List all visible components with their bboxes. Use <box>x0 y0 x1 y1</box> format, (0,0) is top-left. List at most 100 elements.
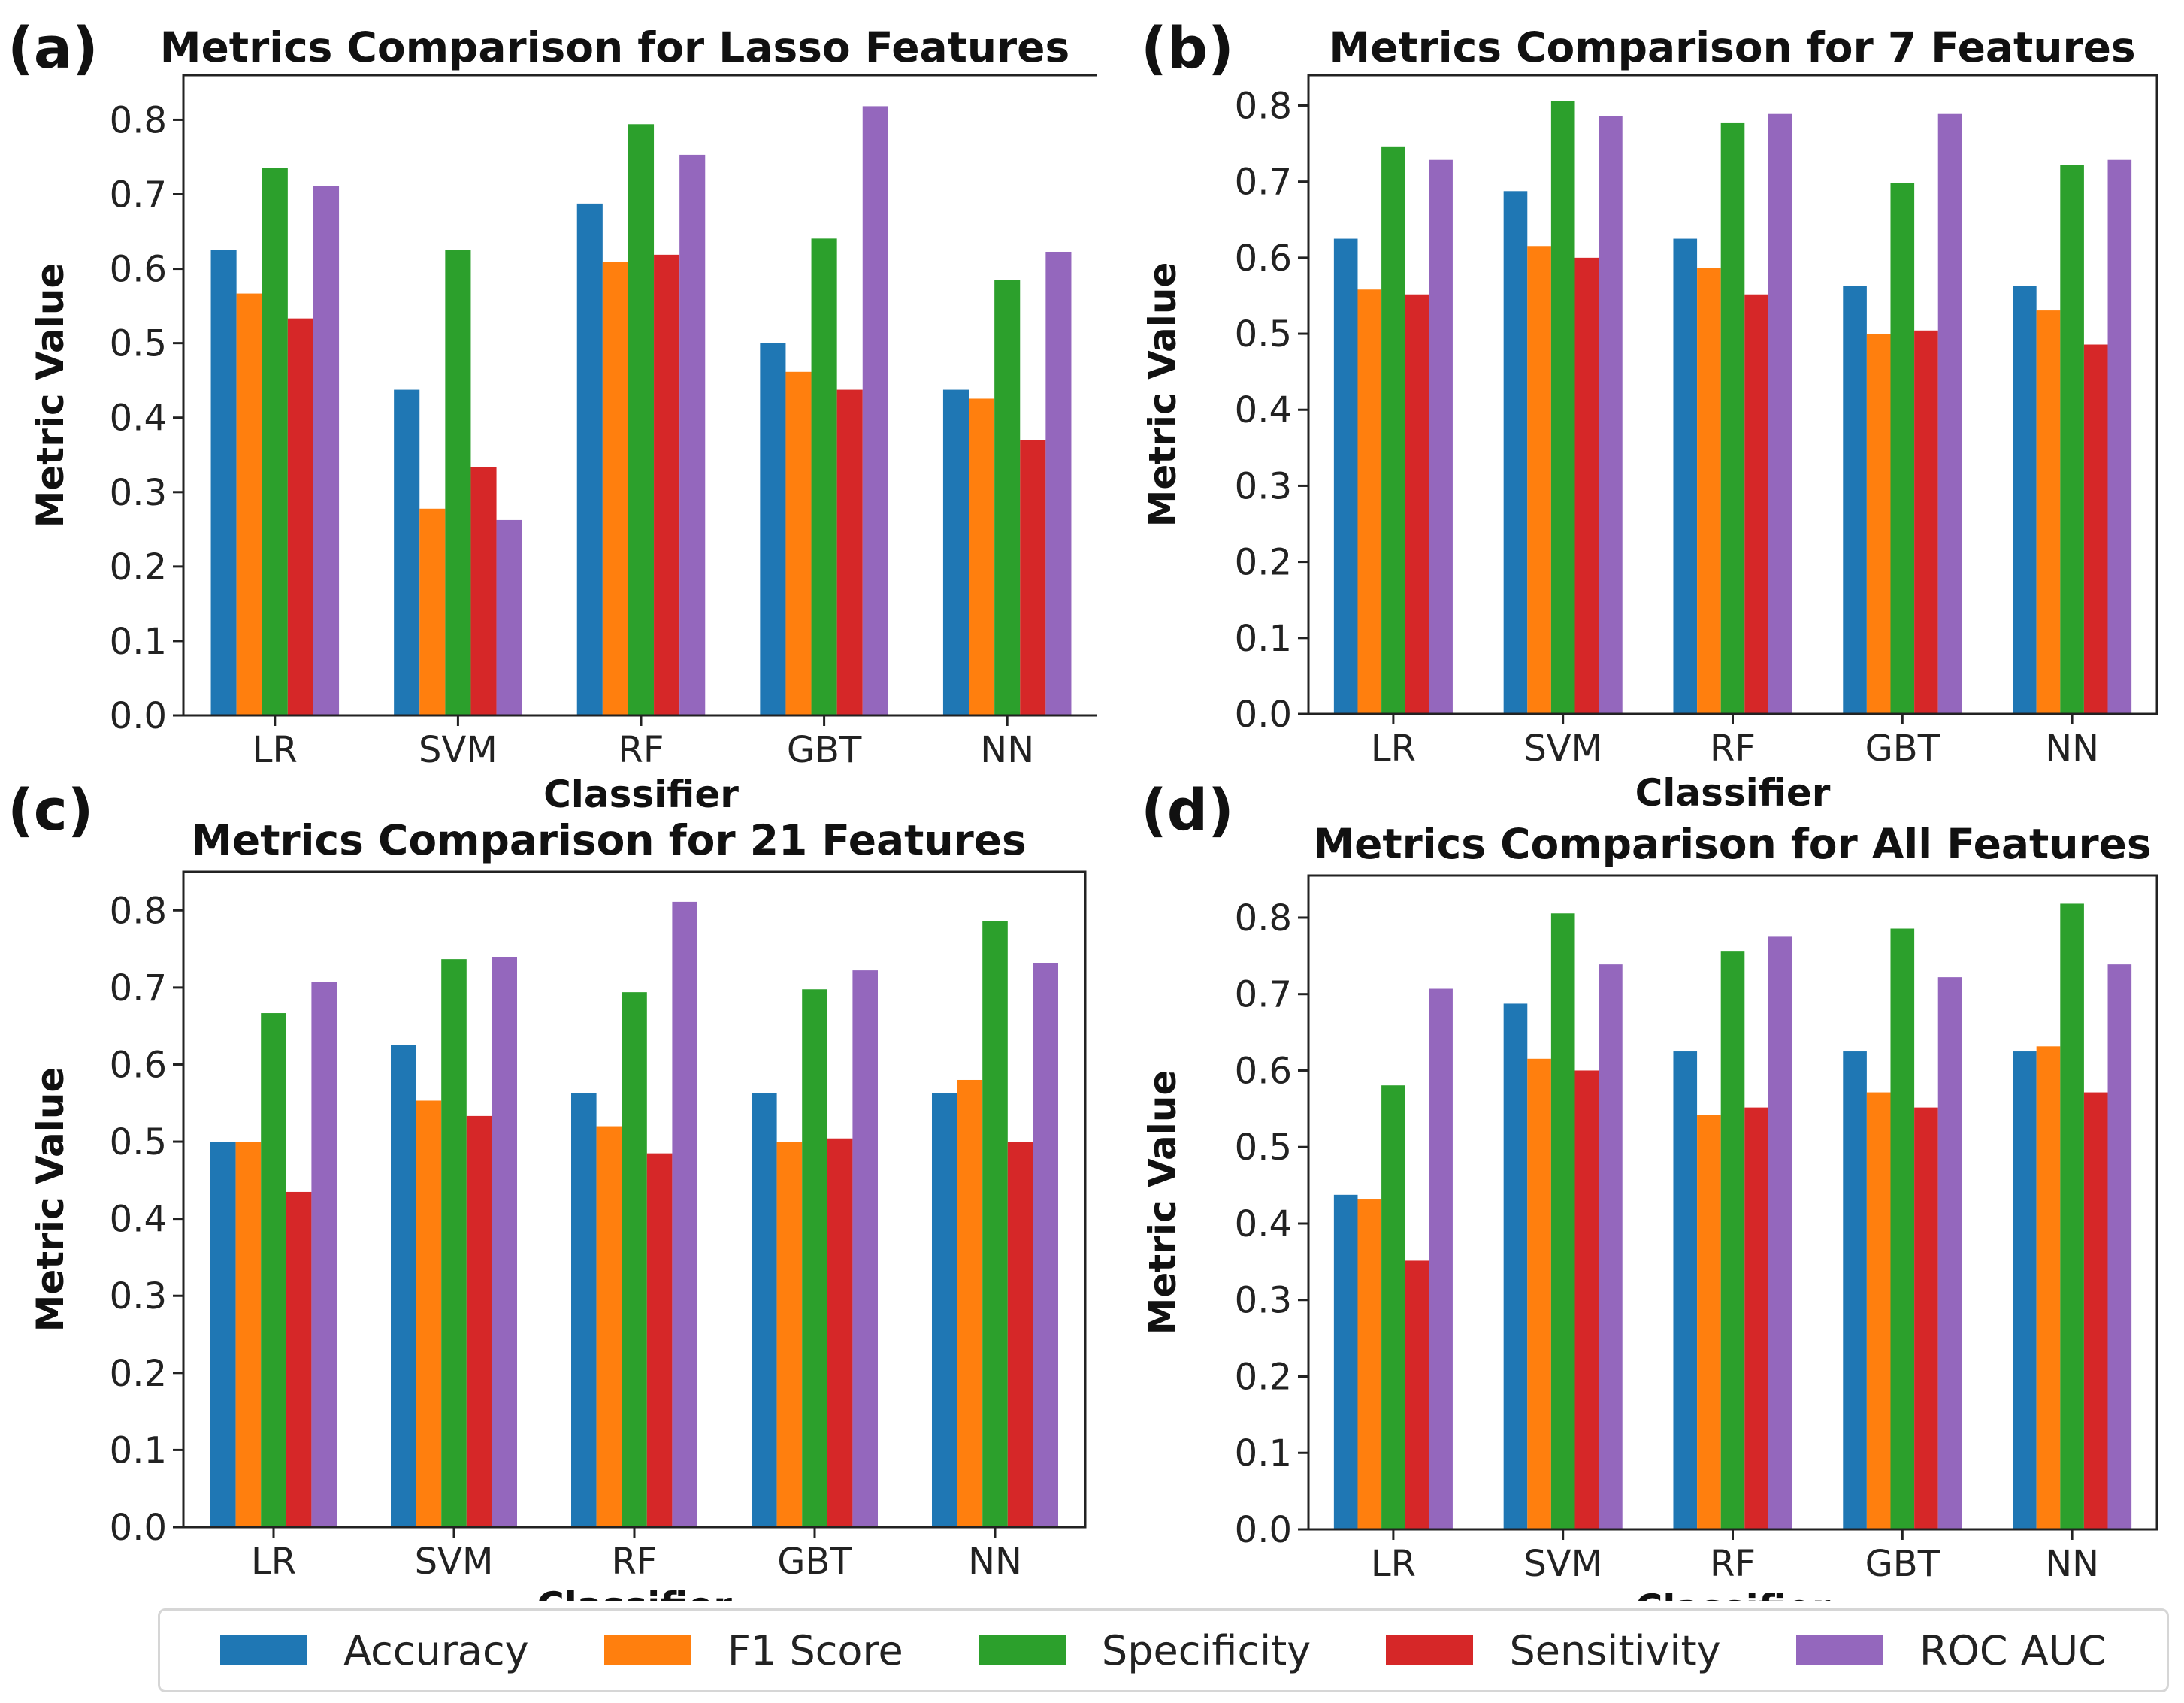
chart-title: Metrics Comparison for All Features <box>1313 820 2151 868</box>
y-axis-label: Metric Value <box>1141 262 1184 528</box>
y-tick-label: 0.5 <box>1235 1127 1292 1169</box>
panel-label-c: (c) <box>8 776 94 843</box>
bar-roc-auc <box>1937 113 1962 715</box>
bar-f1-score <box>236 293 262 715</box>
bar-roc-auc <box>1599 964 1623 1529</box>
x-tick-label: NN <box>2045 1543 2099 1585</box>
bar-f1-score <box>1697 1115 1721 1529</box>
bar-roc-auc <box>2107 159 2132 714</box>
bar-f1-score <box>957 1079 983 1527</box>
bar-sensitivity <box>827 1138 853 1527</box>
bar-accuracy <box>1673 1051 1698 1529</box>
y-tick-label: 0.8 <box>1235 85 1292 127</box>
bar-accuracy <box>1333 238 1358 714</box>
y-tick-label: 0.8 <box>1235 897 1292 939</box>
y-tick-label: 0.5 <box>1235 313 1292 355</box>
bar-f1-score <box>1697 268 1721 714</box>
bar-roc-auc <box>1599 116 1623 715</box>
x-tick-label: NN <box>980 729 1034 771</box>
bar-accuracy <box>1843 1051 1867 1529</box>
bar-specificity <box>1890 928 1915 1529</box>
bar-specificity <box>261 1013 286 1527</box>
x-tick-label: LR <box>1371 727 1416 770</box>
bar-roc-auc <box>852 970 878 1527</box>
bar-accuracy <box>752 1093 777 1527</box>
bar-f1-score <box>602 262 628 716</box>
bar-accuracy <box>391 1045 416 1527</box>
bar-accuracy <box>394 389 420 715</box>
bar-roc-auc <box>1033 963 1058 1527</box>
x-tick-label: SVM <box>415 1541 494 1583</box>
bar-f1-score <box>419 508 446 715</box>
bar-specificity <box>994 280 1021 716</box>
x-tick-label: RF <box>612 1541 658 1583</box>
y-tick-label: 0.7 <box>110 967 167 1009</box>
bar-f1-score <box>969 398 995 715</box>
bar-accuracy <box>571 1093 597 1527</box>
y-tick-label: 0.2 <box>110 546 167 588</box>
legend-label: Sensitivity <box>1509 1626 1721 1674</box>
legend-label: ROC AUC <box>1919 1626 2107 1674</box>
bar-accuracy <box>1843 286 1867 714</box>
bar-sensitivity <box>286 1191 312 1527</box>
bar-specificity <box>1890 183 1915 715</box>
y-tick-label: 0.7 <box>1235 974 1292 1016</box>
x-tick-label: RF <box>1710 727 1756 770</box>
y-tick-label: 0.1 <box>1235 1432 1292 1475</box>
bar-roc-auc <box>1937 977 1962 1529</box>
bar-roc-auc <box>313 186 340 715</box>
bar-f1-score <box>235 1142 262 1527</box>
y-tick-label: 0.7 <box>110 174 167 216</box>
bar-accuracy <box>760 343 786 715</box>
x-axis-label: Classifier <box>1635 1587 1831 1601</box>
x-tick-label: GBT <box>777 1541 852 1583</box>
bar-specificity <box>628 124 655 715</box>
y-tick-label: 0.2 <box>110 1353 167 1395</box>
bar-sensitivity <box>1020 440 1046 715</box>
bar-specificity <box>1381 146 1405 714</box>
y-tick-label: 0.6 <box>110 1044 167 1086</box>
legend-swatch-f1-score <box>603 1635 691 1665</box>
bar-accuracy <box>2013 1051 2037 1529</box>
bar-accuracy <box>210 250 237 715</box>
y-axis-label: Metric Value <box>29 263 72 528</box>
legend-item-accuracy: Accuracy <box>220 1627 529 1674</box>
y-tick-label: 0.4 <box>110 1199 167 1241</box>
panel-label-b: (b) <box>1141 14 1234 81</box>
x-tick-label: LR <box>1371 1543 1416 1585</box>
bar-specificity <box>982 921 1008 1527</box>
bar-sensitivity <box>1914 330 1938 714</box>
plot-frame <box>182 74 1097 717</box>
x-tick-label: RF <box>619 729 664 771</box>
y-tick-label: 0.6 <box>1235 237 1292 280</box>
x-tick-label: LR <box>251 1541 296 1583</box>
bar-specificity <box>811 238 837 715</box>
x-tick-label: NN <box>968 1541 1022 1583</box>
y-tick-label: 0.1 <box>1235 618 1292 660</box>
bar-sensitivity <box>654 254 680 716</box>
legend-item-roc-auc: ROC AUC <box>1795 1626 2107 1674</box>
bar-sensitivity <box>466 1115 492 1527</box>
bar-roc-auc <box>672 901 697 1527</box>
bar-roc-auc <box>1429 988 1453 1529</box>
bar-specificity <box>1550 101 1575 715</box>
bar-roc-auc <box>1429 159 1453 714</box>
bar-roc-auc <box>1045 251 1072 715</box>
bar-f1-score <box>1866 334 1891 714</box>
y-tick-label: 0.5 <box>110 1121 167 1163</box>
legend-item-specificity: Specificity <box>978 1627 1311 1674</box>
bar-accuracy <box>1673 238 1698 714</box>
y-tick-label: 0.0 <box>110 695 167 737</box>
x-tick-label: RF <box>1710 1543 1756 1585</box>
x-axis-label: Classifier <box>537 1584 732 1601</box>
x-tick-label: GBT <box>787 729 862 771</box>
bar-specificity <box>802 989 827 1527</box>
x-tick-label: LR <box>253 729 298 771</box>
y-tick-label: 0.0 <box>110 1507 167 1549</box>
bar-sensitivity <box>1744 294 1768 714</box>
y-tick-label: 0.3 <box>1235 465 1292 507</box>
y-tick-label: 0.3 <box>110 472 167 514</box>
y-tick-label: 0.4 <box>110 398 167 440</box>
bar-specificity <box>1720 951 1745 1529</box>
